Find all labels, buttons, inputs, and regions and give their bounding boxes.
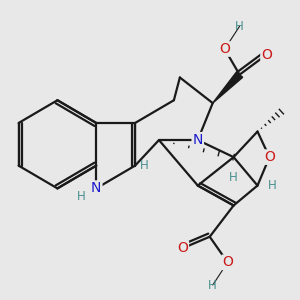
Text: H: H <box>229 170 238 184</box>
Text: O: O <box>219 42 230 56</box>
Text: H: H <box>140 159 148 172</box>
Text: O: O <box>177 241 188 255</box>
Text: H: H <box>268 179 277 192</box>
Text: O: O <box>261 48 272 62</box>
Text: H: H <box>77 190 86 203</box>
Text: O: O <box>264 150 275 164</box>
Polygon shape <box>213 72 243 103</box>
Text: H: H <box>208 279 217 292</box>
Text: N: N <box>193 133 203 147</box>
Text: O: O <box>222 255 233 269</box>
Text: N: N <box>91 182 101 195</box>
Text: H: H <box>235 20 244 33</box>
